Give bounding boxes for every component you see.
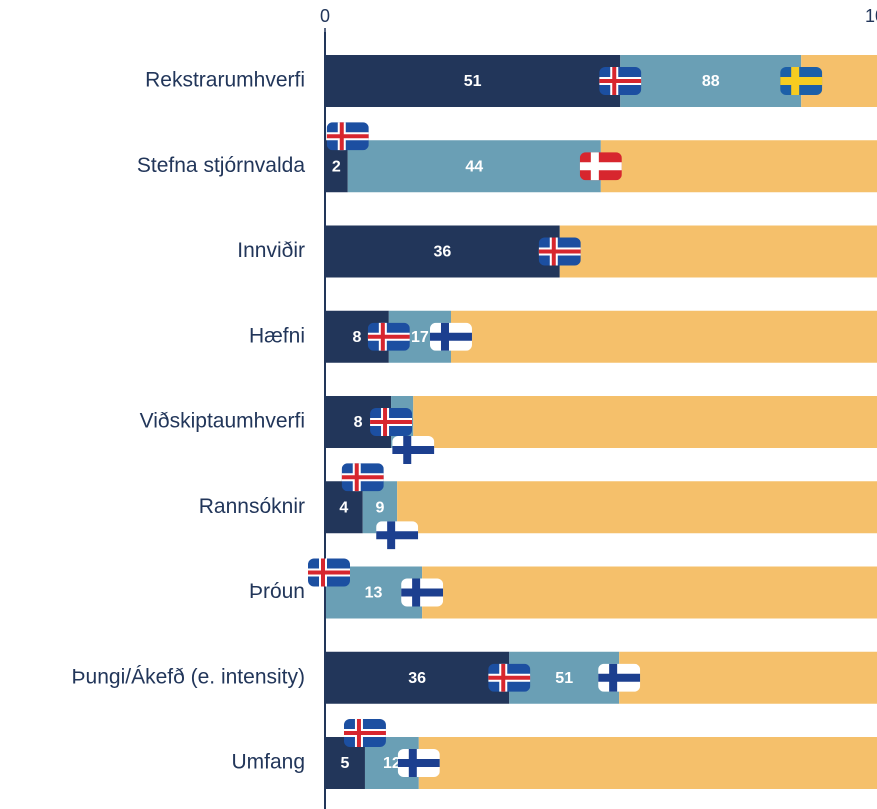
category-label: Stefna stjórnvalda	[137, 154, 305, 177]
flag	[429, 322, 472, 351]
flag	[308, 558, 350, 587]
flag-cross	[599, 79, 642, 83]
flag	[397, 749, 440, 777]
bar-segment	[450, 310, 877, 363]
category-label: Rannsóknir	[199, 495, 305, 518]
flag-body	[397, 749, 440, 777]
flag-cross	[579, 162, 622, 171]
flag-body	[780, 67, 823, 95]
bar-segment	[347, 140, 601, 193]
rank-label: 8	[354, 414, 363, 431]
rank-label: 13	[365, 585, 383, 602]
bar-segment	[620, 55, 802, 107]
rank-label: 4	[339, 499, 348, 516]
category-label: Umfang	[231, 751, 305, 774]
flag	[579, 152, 622, 181]
flag	[367, 322, 410, 351]
flag	[780, 67, 823, 95]
flag-cross	[308, 570, 350, 575]
bar-segment	[325, 140, 348, 193]
flag-cross	[341, 475, 384, 480]
flag-body	[376, 521, 419, 550]
rank-label: 36	[433, 244, 451, 261]
rank-label: 88	[702, 73, 720, 90]
category-label: Þungi/Ákefð (e. intensity)	[72, 665, 305, 688]
category-label: Innviðir	[237, 239, 305, 262]
rank-label: 44	[465, 158, 483, 175]
rank-label: 2	[332, 158, 341, 175]
flag-cross	[392, 446, 435, 454]
flag	[598, 663, 641, 692]
flag-body	[599, 67, 642, 95]
bar-segment	[559, 225, 877, 278]
flag-body	[370, 408, 413, 436]
flag-cross	[370, 420, 413, 424]
flag-body	[343, 719, 386, 747]
flag	[341, 463, 384, 492]
flag	[488, 663, 531, 692]
flag-cross	[376, 531, 419, 540]
bar-segment	[422, 566, 877, 619]
flag-cross	[538, 249, 581, 254]
flag-cross	[343, 731, 386, 735]
bar-segment	[413, 396, 877, 448]
bar-segment	[325, 55, 621, 107]
rank-label: 12	[383, 755, 401, 772]
category-label: Rekstrarumhverfi	[145, 69, 305, 92]
category-label: Hæfni	[249, 324, 305, 347]
flag-cross	[780, 77, 823, 85]
flag	[376, 521, 419, 550]
flag-body	[429, 322, 472, 351]
flag-cross	[598, 673, 641, 682]
x-tick-label: 100	[865, 6, 877, 26]
bar-segment	[619, 651, 877, 704]
rank-label: 8	[352, 329, 361, 346]
rank-label: 17	[411, 329, 429, 346]
category-label: Þróun	[249, 580, 305, 603]
flag-body	[579, 152, 622, 181]
flag	[343, 719, 386, 747]
flag-body	[341, 463, 384, 492]
flag-body	[392, 436, 435, 464]
flag-cross	[401, 588, 444, 597]
flag-body	[326, 122, 369, 151]
flag-body	[598, 663, 641, 692]
bar-segment	[325, 225, 560, 278]
flag-body	[401, 578, 444, 607]
flag-cross	[488, 675, 531, 680]
flag-cross	[429, 332, 472, 341]
rank-label: 51	[555, 670, 573, 687]
rank-label: 9	[375, 499, 384, 516]
rank-label: 51	[464, 73, 482, 90]
flag-body	[308, 558, 350, 587]
rank-label: 36	[408, 670, 426, 687]
category-label: Viðskiptaumhverfi	[140, 410, 305, 433]
flag-cross	[367, 334, 410, 339]
flag	[599, 67, 642, 95]
bar-segment	[600, 140, 877, 193]
flag-body	[488, 663, 531, 692]
bar-segment	[418, 737, 877, 789]
flag-cross	[326, 134, 369, 139]
flag-cross	[397, 759, 440, 767]
flag	[370, 408, 413, 436]
flag-body	[538, 237, 581, 266]
flag-body	[367, 322, 410, 351]
rank-label: 5	[341, 755, 350, 772]
flag	[538, 237, 581, 266]
flag	[401, 578, 444, 607]
flag	[392, 436, 435, 464]
bar-segment	[325, 651, 510, 704]
bar-segment	[397, 481, 877, 534]
x-tick-label: 0	[320, 6, 330, 26]
flag	[326, 122, 369, 151]
